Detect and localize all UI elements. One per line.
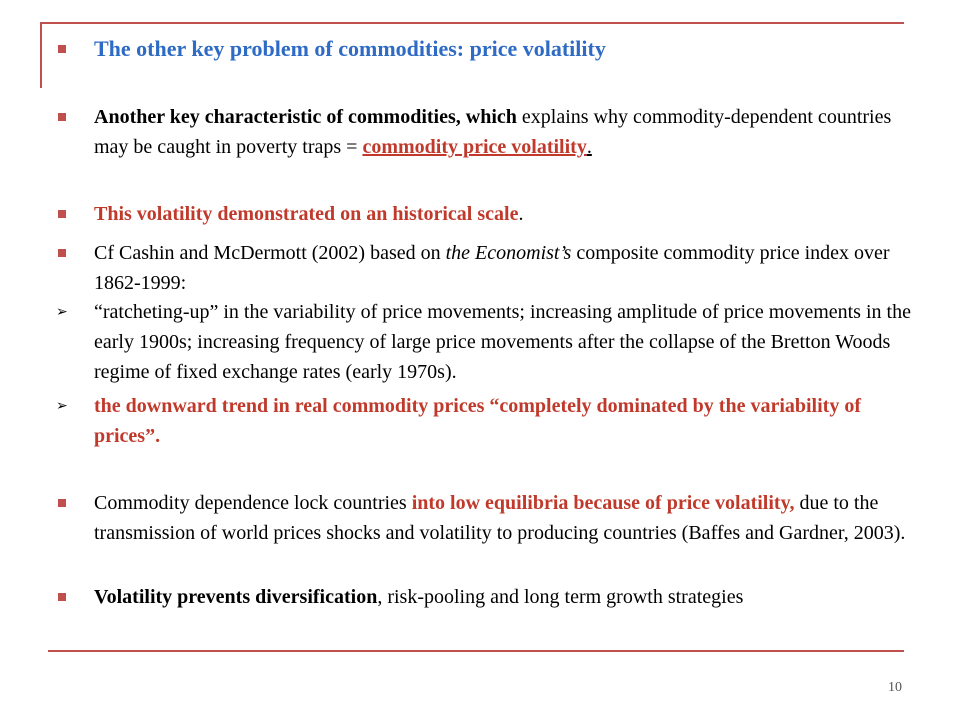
top-rule xyxy=(40,22,904,24)
square-bullet-icon xyxy=(58,593,66,601)
text-normal: , risk-pooling and long term growth stra… xyxy=(377,586,744,608)
square-bullet-icon xyxy=(58,499,66,507)
text-period: . xyxy=(518,203,524,225)
text-normal: Cf Cashin and McDermott (2002) based on xyxy=(94,242,446,264)
text-normal: due to the transmission of world prices … xyxy=(94,492,906,544)
text-normal: Commodity dependence lock countries xyxy=(94,492,412,514)
bullet-text: “ratcheting-up” in the variability of pr… xyxy=(94,301,911,383)
text-bold: Another key characteristic of commoditie… xyxy=(94,106,517,128)
left-rule xyxy=(40,22,42,88)
text-period: . xyxy=(586,136,592,158)
bullet-text: the downward trend in real commodity pri… xyxy=(94,395,861,447)
arrow-bullet-icon: ➢ xyxy=(56,398,68,414)
text-highlight: This volatility demonstrated on an histo… xyxy=(94,203,519,225)
arrow-bullet-icon: ➢ xyxy=(56,304,68,320)
text-normal: explains why commodity-dependent countri… xyxy=(94,106,892,158)
text-normal: composite commodity price index over 186… xyxy=(94,242,890,294)
square-bullet-icon xyxy=(58,210,66,218)
square-bullet-icon xyxy=(58,113,66,121)
text-highlight-underlined: commodity price volatility xyxy=(362,136,587,158)
page-number: 10 xyxy=(888,680,902,695)
bullet-text: This volatility demonstrated on an histo… xyxy=(94,199,914,229)
bullet-text: Cf Cashin and McDermott (2002) based on … xyxy=(94,238,914,298)
bullet-text: Another key characteristic of commoditie… xyxy=(94,102,914,162)
bullet-text: Volatility prevents diversification, ris… xyxy=(94,582,914,612)
bullet-text: Commodity dependence lock countries into… xyxy=(94,488,914,548)
bottom-rule xyxy=(48,650,904,652)
text-italic: the Economist’s xyxy=(445,242,572,264)
square-bullet-icon xyxy=(58,45,66,53)
square-bullet-icon xyxy=(58,249,66,257)
text-highlight: into low equilibria because of price vol… xyxy=(411,492,795,514)
slide-title: The other key problem of commodities: pr… xyxy=(94,36,606,61)
text-bold: Volatility prevents diversification xyxy=(94,586,378,608)
